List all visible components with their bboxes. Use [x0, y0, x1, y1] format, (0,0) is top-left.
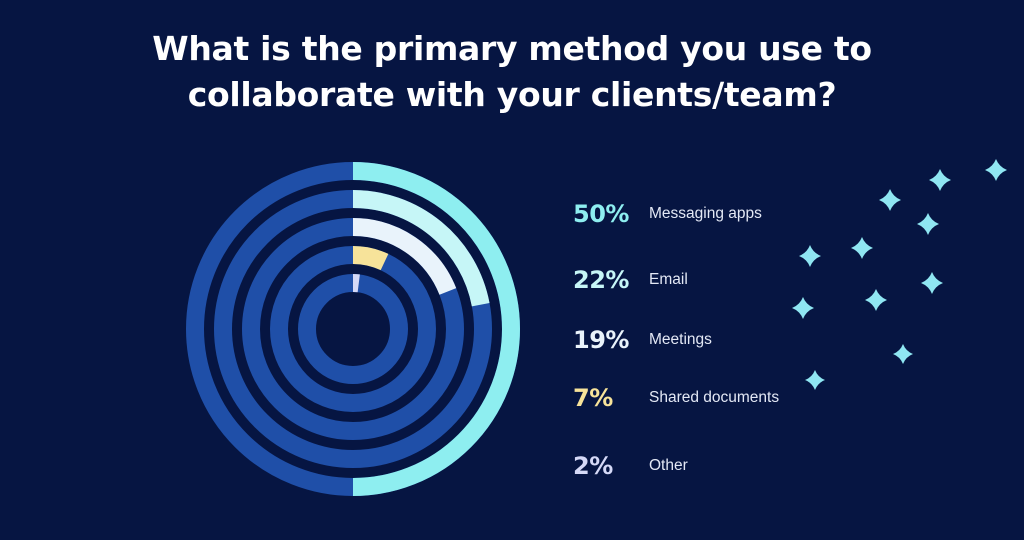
four-point-star-icon — [985, 159, 1007, 181]
legend-item-messaging-apps: 50% Messaging apps — [573, 194, 762, 234]
ring-bar-shared-documents — [352, 246, 389, 271]
legend-item-shared-documents: 7% Shared documents — [573, 378, 779, 418]
legend-item-email: 22% Email — [573, 260, 688, 300]
four-point-star-icon — [805, 370, 825, 390]
legend-item-other: 2% Other — [573, 446, 688, 486]
radial-bar-chart — [186, 162, 520, 496]
legend: 50% Messaging apps 22% Email 19% Meeting… — [573, 192, 873, 492]
four-point-star-icon — [865, 289, 887, 311]
ring-bar-meetings — [352, 218, 457, 295]
four-point-star-icon — [917, 213, 939, 235]
four-point-star-icon — [799, 245, 821, 267]
legend-percent: 19% — [573, 326, 629, 354]
four-point-star-icon — [929, 169, 951, 191]
four-point-star-icon — [921, 272, 943, 294]
legend-percent: 7% — [573, 384, 613, 412]
legend-percent: 22% — [573, 266, 629, 294]
legend-item-meetings: 19% Meetings — [573, 320, 712, 360]
legend-label: Email — [649, 271, 688, 288]
four-point-star-icon — [792, 297, 814, 319]
four-point-star-icon — [893, 344, 913, 364]
four-point-star-icon — [851, 237, 873, 259]
four-point-star-icon — [879, 189, 901, 211]
legend-label: Shared documents — [649, 389, 780, 406]
legend-label: Other — [649, 457, 688, 474]
ring-bar-messaging-apps — [352, 162, 520, 496]
ring-bar-email — [352, 190, 490, 307]
legend-percent: 50% — [573, 200, 629, 228]
legend-label: Meetings — [649, 331, 712, 348]
legend-percent: 2% — [573, 452, 613, 480]
chart-title: What is the primary method you use to co… — [152, 29, 872, 114]
legend-label: Messaging apps — [649, 205, 762, 222]
